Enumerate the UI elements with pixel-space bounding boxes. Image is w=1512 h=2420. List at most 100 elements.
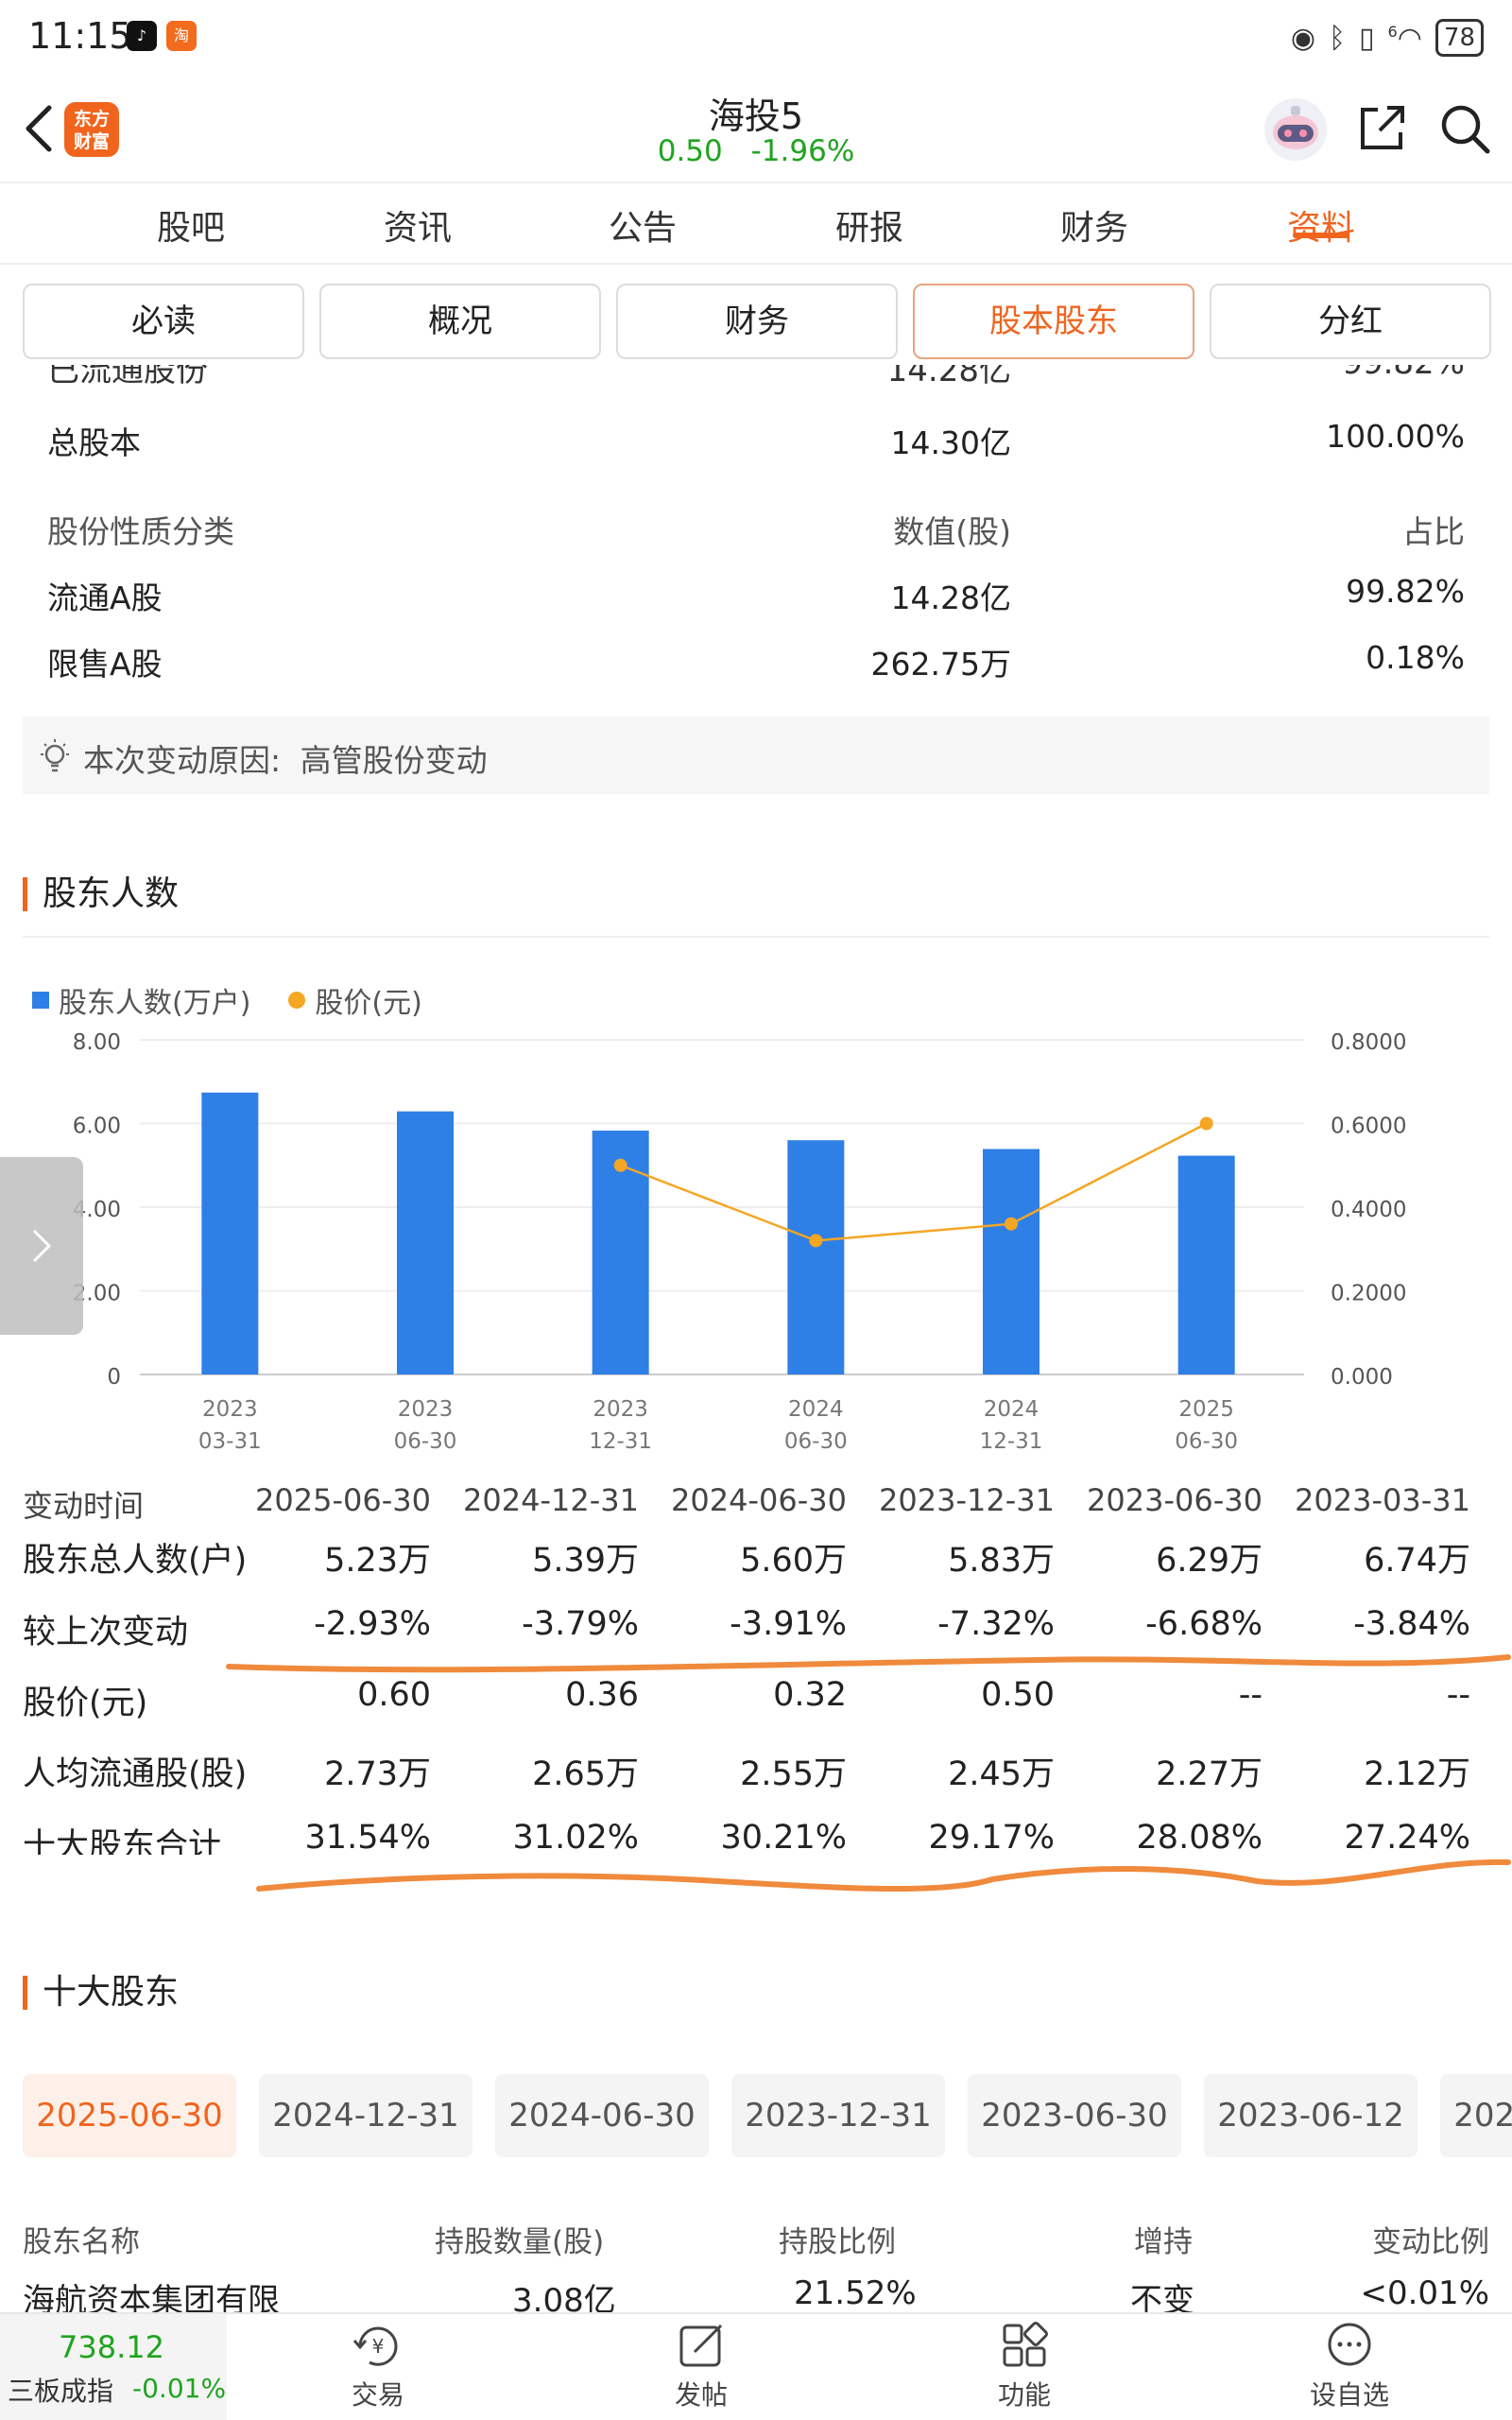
stats-date-header: 2023-06-30 xyxy=(1087,1482,1263,1518)
y-right-tick-label: 0.2000 xyxy=(1331,1282,1406,1306)
stats-cell: 30.21% xyxy=(720,1819,847,1855)
search-icon[interactable] xyxy=(1436,100,1493,157)
stats-cell: 2.65万 xyxy=(532,1755,639,1793)
stats-cell: 5.39万 xyxy=(532,1542,639,1580)
legend-line-swatch xyxy=(288,992,306,1009)
stats-date-header: 2025-06-30 xyxy=(255,1482,431,1518)
y-left-tick-label: 0 xyxy=(107,1365,121,1390)
index-value: 738.12 xyxy=(59,2329,164,2365)
col-holding-ratio: 持股比例 xyxy=(779,2225,896,2259)
side-drawer-handle[interactable] xyxy=(0,1157,83,1335)
tab-announcements[interactable]: 公告 xyxy=(608,209,677,248)
subtab-dividend[interactable]: 分红 xyxy=(1210,284,1491,359)
row-value: 262.75万 xyxy=(870,646,1011,683)
row-value: 14.30亿 xyxy=(890,424,1011,461)
x-tick-year: 2025 xyxy=(1178,1397,1234,1422)
stock-name: 海投5 xyxy=(708,95,804,137)
stats-date-header: 2023-03-31 xyxy=(1295,1482,1470,1518)
more-icon xyxy=(1328,2323,1371,2366)
date-chip[interactable]: 2024-12-31 xyxy=(259,2074,472,2157)
bar xyxy=(983,1149,1040,1374)
subtab-finance[interactable]: 财务 xyxy=(616,284,898,359)
stats-cell: 31.54% xyxy=(304,1819,431,1855)
main-tabs: 股吧 资讯 公告 研报 财务 资料 xyxy=(0,182,1512,265)
function-button[interactable]: 功能 xyxy=(958,2322,1091,2412)
add-watchlist-button[interactable]: 设自选 xyxy=(1283,2322,1416,2412)
stats-cell: 5.23万 xyxy=(324,1542,431,1580)
vibrate-icon: ▯ xyxy=(1359,21,1375,55)
trade-icon: ¥ xyxy=(352,2326,398,2366)
price-point xyxy=(613,1158,627,1172)
chevron-right-icon xyxy=(32,1229,52,1263)
tab-research[interactable]: 研报 xyxy=(834,209,903,248)
stats-cell: 0.60 xyxy=(357,1676,431,1714)
date-chip[interactable]: 2023-06-30 xyxy=(968,2074,1181,2157)
y-right-tick-label: 0.000 xyxy=(1331,1365,1393,1390)
date-chip[interactable]: 2025-06-30 xyxy=(23,2074,236,2157)
date-chip[interactable]: 2023-12-31 xyxy=(731,2074,945,2157)
subtab-must-read[interactable]: 必读 xyxy=(23,284,304,359)
stats-row-label: 股东总人数(户) xyxy=(23,1542,248,1580)
price-point xyxy=(809,1234,823,1248)
table-row[interactable]: 海航资本集团有限 3.08亿 21.52% 不变 <0.01% xyxy=(23,2274,1490,2320)
circulating-shares-row-partial: 已流通股份 14.28亿 99.82% xyxy=(47,365,1465,386)
subtab-overview[interactable]: 概况 xyxy=(319,284,601,359)
holder-change-ratio: <0.01% xyxy=(1360,2274,1490,2312)
share-icon[interactable] xyxy=(1353,100,1410,157)
y-right-tick-label: 0.6000 xyxy=(1331,1115,1406,1139)
col-holder-name: 股东名称 xyxy=(23,2225,140,2259)
back-arrow-icon[interactable] xyxy=(19,102,60,155)
x-tick-date: 12-31 xyxy=(980,1429,1043,1454)
lightbulb-icon xyxy=(41,739,69,772)
trade-label: 交易 xyxy=(351,2379,404,2411)
stats-cell: -- xyxy=(1446,1676,1470,1714)
subtab-share-capital[interactable]: 股本股东 xyxy=(913,284,1194,359)
reason-value: 高管股份变动 xyxy=(300,742,488,779)
stats-row-label: 较上次变动 xyxy=(23,1614,189,1651)
stats-cell: 2.73万 xyxy=(324,1755,431,1793)
date-chip[interactable]: 2024-06-30 xyxy=(495,2074,709,2157)
total-shares-row: 总股本 14.30亿 100.00% xyxy=(47,418,1465,465)
stats-cell: 31.02% xyxy=(512,1819,639,1855)
y-left-tick-label: 8.00 xyxy=(73,1030,121,1055)
stats-cell: -3.79% xyxy=(522,1605,639,1643)
tab-finance[interactable]: 财务 xyxy=(1059,209,1128,248)
price-point xyxy=(1005,1217,1018,1231)
stats-cell: -2.93% xyxy=(314,1605,431,1643)
bar xyxy=(201,1092,259,1374)
row-ratio: 0.18% xyxy=(1366,639,1465,676)
ai-assistant-icon[interactable] xyxy=(1263,96,1329,163)
taobao-icon: 淘 xyxy=(166,21,197,51)
index-change: -0.01% xyxy=(132,2373,227,2404)
stats-cell: -- xyxy=(1238,1676,1263,1714)
index-name: 三板成指 xyxy=(8,2376,114,2407)
stock-change: -1.96% xyxy=(750,134,855,168)
post-button[interactable]: 发帖 xyxy=(635,2322,767,2412)
stats-date-header: 2024-12-31 xyxy=(463,1482,639,1518)
tab-news[interactable]: 资讯 xyxy=(383,209,452,248)
tab-profile[interactable]: 资料 xyxy=(1286,209,1355,248)
svg-text:¥: ¥ xyxy=(372,2335,385,2358)
date-chip[interactable]: 2023-06-12 xyxy=(1204,2074,1418,2157)
edit-icon xyxy=(679,2324,723,2367)
stats-cell: 0.36 xyxy=(565,1676,639,1714)
active-tab-indicator xyxy=(1293,233,1349,238)
index-ticker[interactable]: 738.12 三板成指 -0.01% xyxy=(0,2314,227,2420)
stats-cell: -3.91% xyxy=(730,1605,847,1643)
holder-ratio: 21.52% xyxy=(794,2274,917,2312)
stats-cell: 6.74万 xyxy=(1364,1542,1470,1580)
stats-cell: -7.32% xyxy=(937,1605,1055,1643)
bar xyxy=(397,1111,454,1374)
top10-title: 十大股东 xyxy=(23,1976,179,2010)
trade-button[interactable]: ¥ 交易 xyxy=(312,2322,444,2412)
x-tick-year: 2024 xyxy=(788,1397,844,1422)
status-bar: 11:15 ♪ 淘 ◉ ᛒ ▯ 6◠ 78 xyxy=(0,0,1512,76)
date-chip[interactable]: 2023-03-31 xyxy=(1440,2074,1512,2157)
share-class-row: 流通A股 14.28亿 99.82% xyxy=(47,573,1465,620)
col-ratio: 占比 xyxy=(1402,513,1465,550)
x-tick-date: 06-30 xyxy=(1175,1429,1238,1454)
stats-cell: 29.17% xyxy=(928,1819,1055,1855)
logo-text-bottom: 财富 xyxy=(73,131,110,152)
tab-guba[interactable]: 股吧 xyxy=(156,209,225,248)
eastmoney-logo[interactable]: 东方 财富 xyxy=(64,102,119,157)
